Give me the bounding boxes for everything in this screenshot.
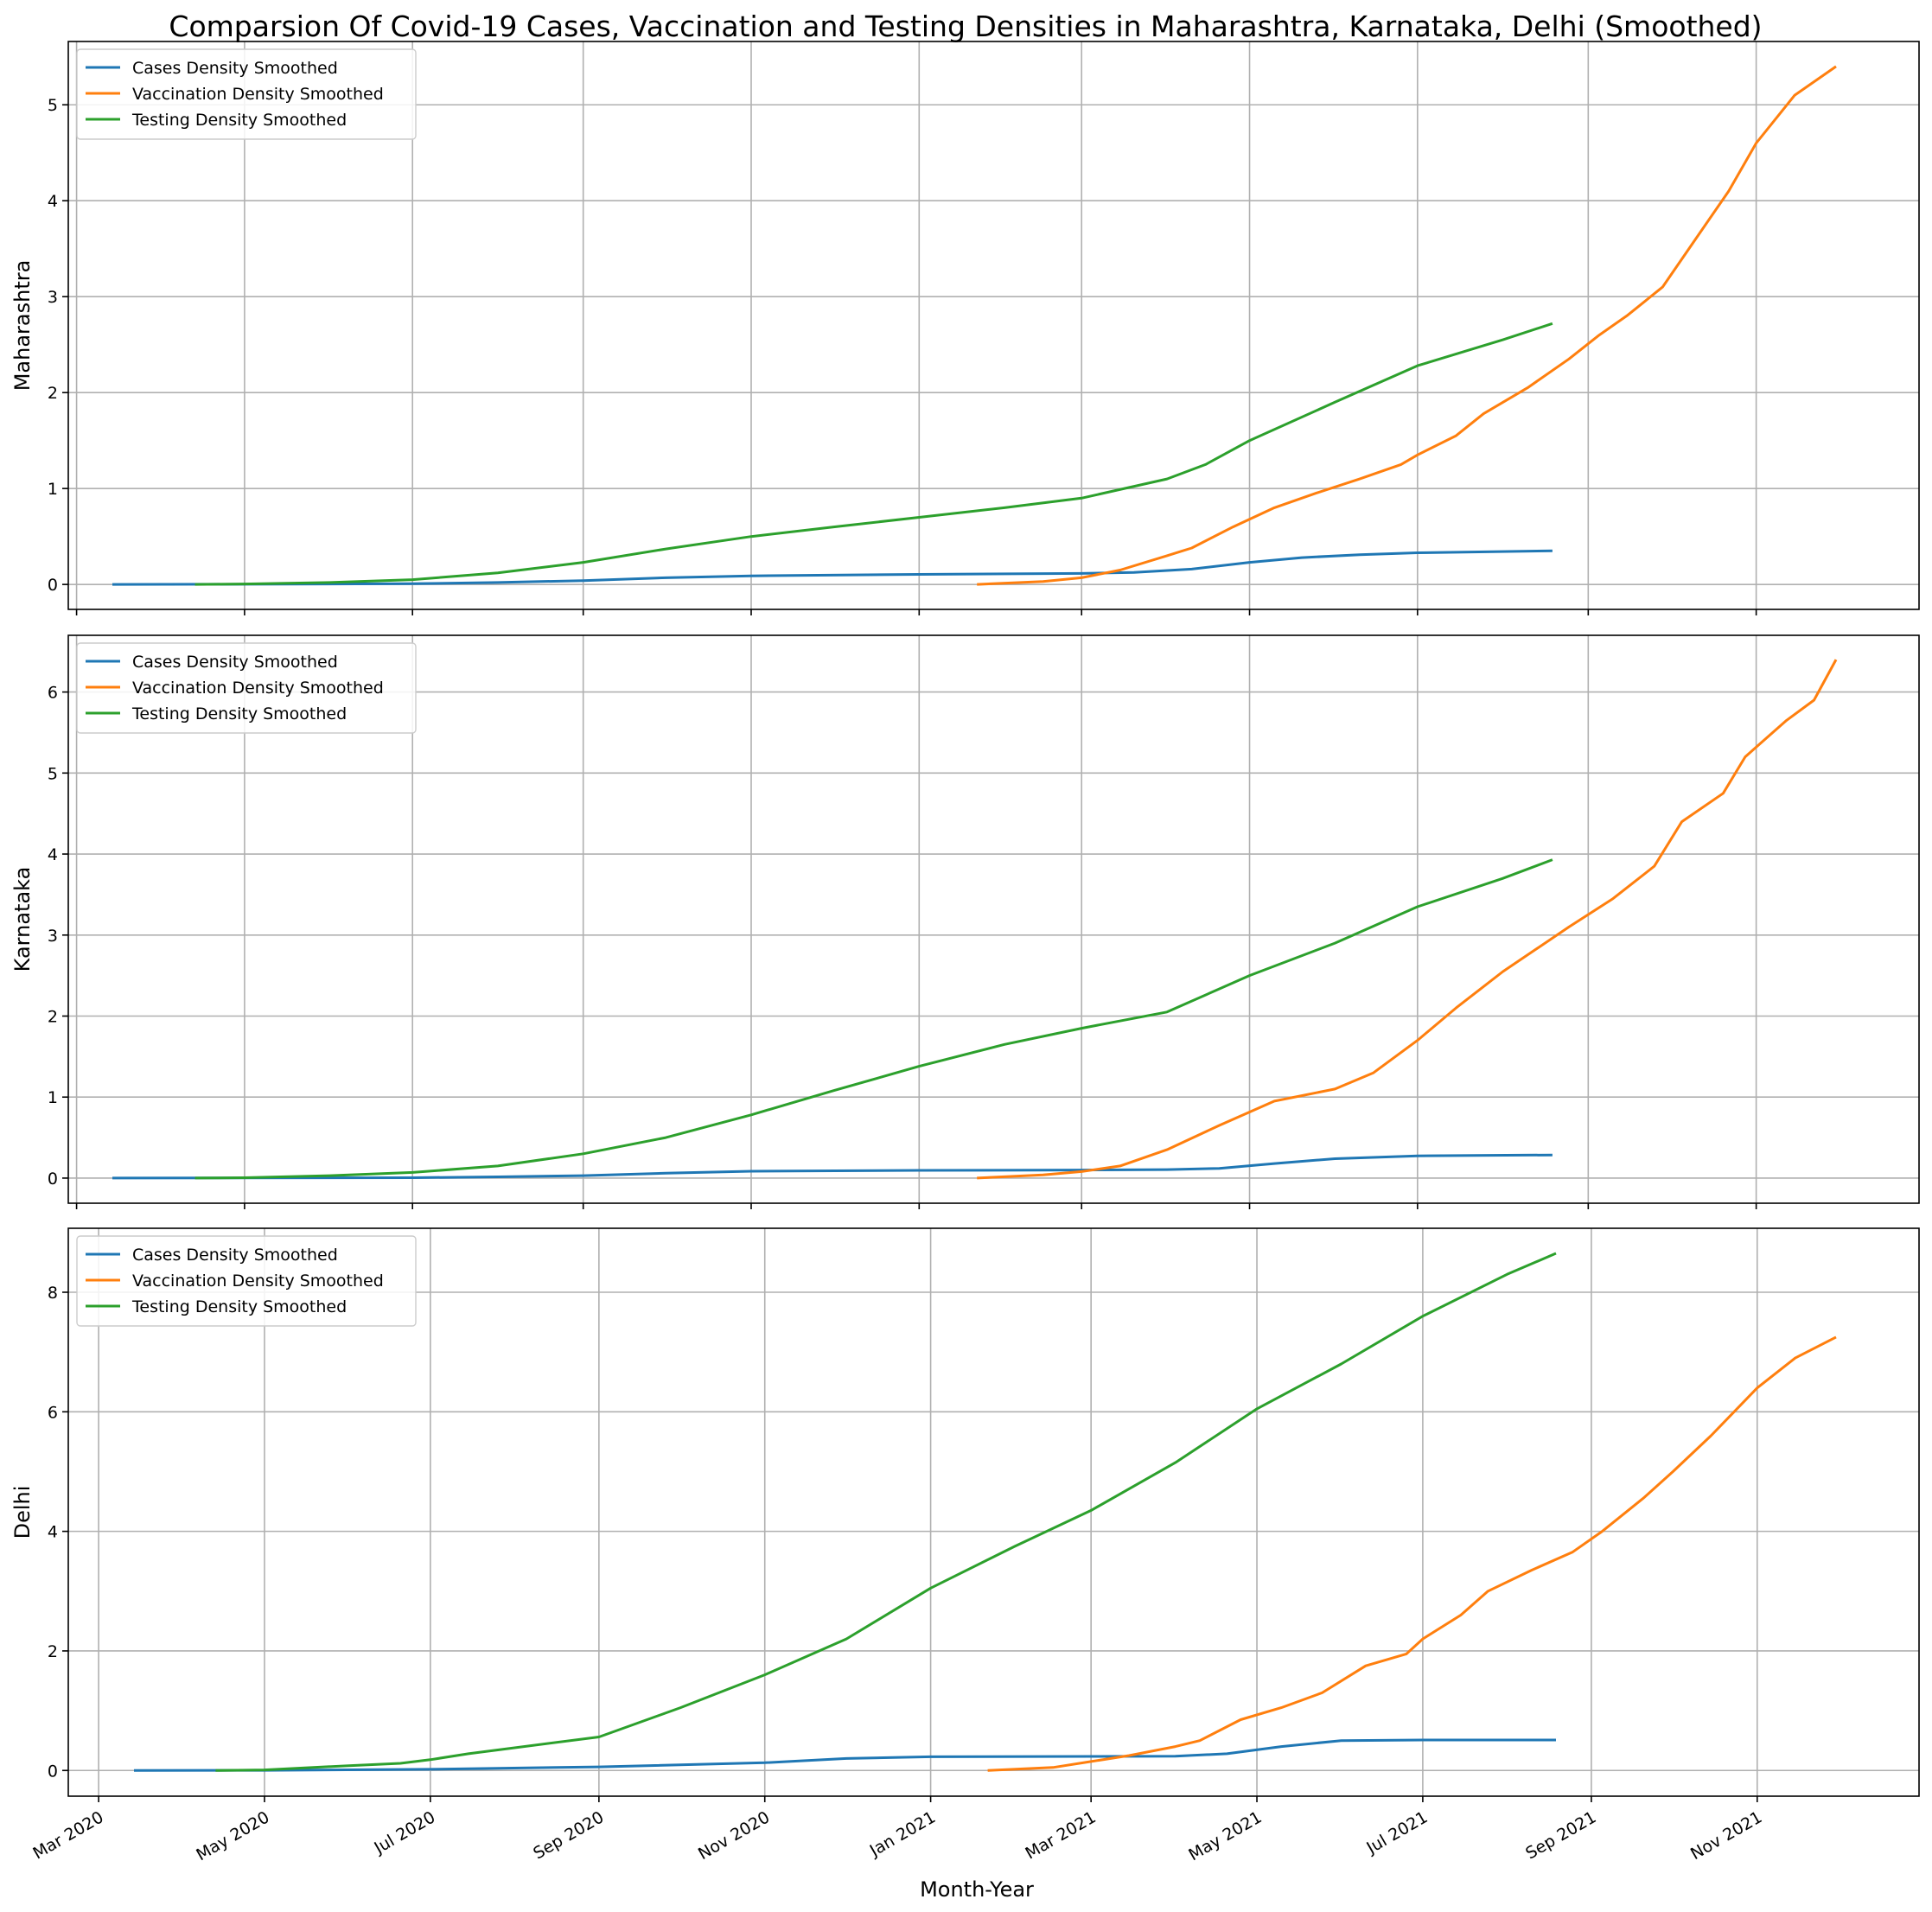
series-line-testing-density-smoothed (215, 1252, 1557, 1772)
y-tick-label: 3 (48, 288, 58, 307)
y-tick-label: 0 (48, 1762, 58, 1781)
x-tick-label: Jul 2021 (1363, 1807, 1431, 1858)
plot-frame (67, 1227, 1920, 1797)
series-line-vaccination-density-smoothed (987, 1335, 1837, 1772)
plot-frame (67, 41, 1920, 610)
legend-box (76, 1235, 417, 1327)
y-tick-label: 1 (48, 1088, 58, 1107)
y-tick-label: 3 (48, 927, 58, 946)
legend: Cases Density Smoothed Vaccination Densit… (76, 1235, 417, 1327)
y-axis-label: Delhi (10, 1486, 35, 1539)
legend-label: Cases Density Smoothed (132, 59, 338, 78)
y-tick-label: 0 (48, 1170, 58, 1189)
y-axis-label: Karnataka (10, 867, 35, 972)
series-line-cases-density-smoothed (112, 549, 1553, 586)
y-axis-label: Maharashtra (10, 260, 35, 392)
y-tick-label: 0 (48, 576, 58, 595)
y-tick-label: 4 (48, 192, 58, 211)
series-line-testing-density-smoothed (194, 322, 1553, 586)
x-tick-label: May 2021 (1185, 1807, 1265, 1864)
y-tick-label: 4 (48, 1523, 58, 1542)
legend-label: Cases Density Smoothed (132, 1246, 338, 1265)
series-line-cases-density-smoothed (112, 1153, 1553, 1180)
legend-label: Vaccination Density Smoothed (132, 85, 384, 104)
series-line-vaccination-density-smoothed (977, 65, 1837, 586)
legend-box (76, 642, 417, 734)
x-tick-label: Jul 2020 (371, 1807, 439, 1858)
x-tick-label: Jan 2021 (866, 1807, 939, 1860)
x-tick-label: Mar 2020 (29, 1807, 106, 1863)
x-tick-label: Sep 2020 (530, 1807, 607, 1863)
y-tick-label: 2 (48, 1642, 58, 1661)
plot-frame (67, 634, 1920, 1204)
panel-maharashtra: 0 1 2 3 4 5 Maharashtra Cases Density Smoothed V… (10, 41, 1920, 615)
y-tick-label: 6 (48, 1403, 58, 1422)
series-line-testing-density-smoothed (194, 858, 1553, 1180)
legend-label: Testing Density Smoothed (131, 704, 347, 723)
legend-label: Testing Density Smoothed (131, 111, 347, 130)
y-tick-label: 2 (48, 1007, 58, 1026)
legend: Cases Density Smoothed Vaccination Densit… (76, 48, 417, 140)
x-tick-label: Mar 2021 (1023, 1807, 1100, 1863)
x-tick-label: Nov 2021 (1687, 1807, 1765, 1864)
x-tick-label: May 2020 (193, 1807, 272, 1864)
legend-box (76, 48, 417, 140)
figure-title: Comparsion Of Covid-19 Cases, Vaccinatio… (169, 10, 1762, 43)
legend-label: Vaccination Density Smoothed (132, 1271, 384, 1291)
x-tick-label: Nov 2020 (695, 1807, 773, 1864)
y-tick-label: 5 (48, 764, 58, 783)
y-tick-label: 1 (48, 480, 58, 499)
legend: Cases Density Smoothed Vaccination Densit… (76, 642, 417, 734)
legend-label: Vaccination Density Smoothed (132, 679, 384, 698)
y-tick-label: 4 (48, 845, 58, 864)
series-line-vaccination-density-smoothed (977, 659, 1838, 1180)
y-tick-label: 8 (48, 1284, 58, 1303)
y-tick-label: 2 (48, 384, 58, 403)
x-axis-ticks: Mar 2020 May 2020 Jul 2020 Sep 2020 Nov 2020… (29, 1807, 1765, 1864)
x-axis-label: Month-Year (920, 1877, 1034, 1902)
y-tick-label: 5 (48, 96, 58, 115)
legend-label: Testing Density Smoothed (131, 1297, 347, 1316)
y-tick-label: 6 (48, 684, 58, 703)
legend-label: Cases Density Smoothed (132, 653, 338, 672)
x-tick-label: Sep 2021 (1522, 1807, 1599, 1863)
panel-karnataka: 0 1 2 3 4 5 6 Karnataka Cases Density Smoothed Va… (10, 634, 1920, 1209)
series-line-cases-density-smoothed (133, 1738, 1556, 1772)
panel-delhi: 0 2 4 6 8 Delhi Cases Density Smoothed Vaccinat… (10, 1227, 1920, 1802)
